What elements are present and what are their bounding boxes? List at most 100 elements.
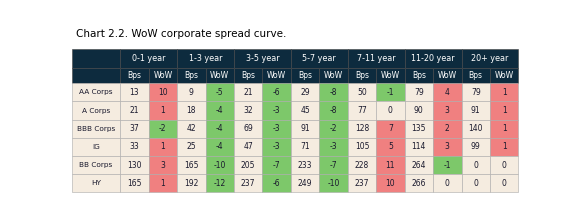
Text: 1: 1	[502, 124, 506, 133]
Text: 11: 11	[386, 160, 395, 170]
Text: 3: 3	[161, 160, 165, 170]
Bar	[291, 102, 319, 120]
Text: Bps: Bps	[355, 71, 369, 80]
Bar	[263, 68, 291, 83]
Bar	[461, 120, 490, 138]
Bar	[404, 156, 433, 174]
Bar	[433, 174, 461, 192]
Bar	[404, 120, 433, 138]
Bar	[263, 102, 291, 120]
Bar	[376, 174, 404, 192]
Text: 91: 91	[471, 106, 480, 115]
Bar	[461, 49, 518, 68]
Text: 79: 79	[471, 88, 480, 97]
Bar	[72, 174, 120, 192]
Text: 79: 79	[414, 88, 424, 97]
Text: 18: 18	[187, 106, 196, 115]
Bar	[149, 102, 177, 120]
Bar	[490, 174, 518, 192]
Text: Bps: Bps	[469, 71, 483, 80]
Text: 32: 32	[244, 106, 253, 115]
Bar	[376, 68, 404, 83]
Text: 165: 165	[184, 160, 199, 170]
Text: BB Corps: BB Corps	[79, 162, 113, 168]
Bar	[348, 138, 376, 156]
Bar	[490, 138, 518, 156]
Text: HY: HY	[91, 180, 101, 186]
Bar	[461, 83, 490, 102]
Bar	[234, 68, 263, 83]
Bar	[234, 120, 263, 138]
Bar	[206, 83, 234, 102]
Text: 3-5 year: 3-5 year	[245, 54, 279, 63]
Text: -7: -7	[329, 160, 338, 170]
Text: 0: 0	[445, 179, 450, 188]
Bar	[206, 68, 234, 83]
Bar	[149, 120, 177, 138]
Text: 1-3 year: 1-3 year	[189, 54, 222, 63]
Bar	[291, 156, 319, 174]
Bar	[149, 68, 177, 83]
Text: 0: 0	[473, 160, 478, 170]
Bar	[177, 174, 206, 192]
Bar	[234, 156, 263, 174]
Text: 5-7 year: 5-7 year	[302, 54, 336, 63]
Bar	[177, 102, 206, 120]
Text: 42: 42	[187, 124, 196, 133]
Text: Bps: Bps	[298, 71, 312, 80]
Bar	[234, 102, 263, 120]
Text: -3: -3	[273, 142, 281, 151]
Bar	[404, 83, 433, 102]
Bar	[404, 174, 433, 192]
Text: Bps: Bps	[241, 71, 255, 80]
Text: 50: 50	[357, 88, 367, 97]
Bar	[234, 174, 263, 192]
Bar	[72, 49, 120, 68]
Bar	[433, 102, 461, 120]
Text: 91: 91	[300, 124, 310, 133]
Bar	[376, 102, 404, 120]
Text: -3: -3	[273, 106, 281, 115]
Text: -10: -10	[214, 160, 226, 170]
Text: -7: -7	[273, 160, 281, 170]
Text: 228: 228	[355, 160, 369, 170]
Text: WoW: WoW	[210, 71, 229, 80]
Bar	[461, 156, 490, 174]
Text: -3: -3	[329, 142, 338, 151]
Text: WoW: WoW	[267, 71, 286, 80]
Text: WoW: WoW	[324, 71, 343, 80]
Bar	[234, 49, 291, 68]
Bar	[177, 49, 234, 68]
Bar	[72, 102, 120, 120]
Text: 1: 1	[502, 88, 506, 97]
Text: BBB Corps: BBB Corps	[77, 126, 115, 132]
Text: 5: 5	[388, 142, 393, 151]
Bar	[490, 102, 518, 120]
Bar	[433, 120, 461, 138]
Bar	[490, 68, 518, 83]
Bar	[319, 102, 348, 120]
Text: 2: 2	[445, 124, 450, 133]
Text: 0-1 year: 0-1 year	[132, 54, 165, 63]
Text: 205: 205	[241, 160, 255, 170]
Bar	[319, 174, 348, 192]
Text: -2: -2	[330, 124, 338, 133]
Bar	[376, 83, 404, 102]
Text: -10: -10	[327, 179, 340, 188]
Text: 33: 33	[130, 142, 139, 151]
Bar	[149, 156, 177, 174]
Bar	[72, 68, 120, 83]
Bar	[348, 68, 376, 83]
Text: 0: 0	[502, 179, 507, 188]
Text: -12: -12	[214, 179, 226, 188]
Bar	[206, 156, 234, 174]
Bar	[149, 138, 177, 156]
Text: -2: -2	[159, 124, 166, 133]
Text: AA Corps: AA Corps	[79, 89, 113, 95]
Text: 114: 114	[412, 142, 426, 151]
Bar	[433, 138, 461, 156]
Text: Bps: Bps	[412, 71, 426, 80]
Bar	[120, 83, 149, 102]
Text: 11-20 year: 11-20 year	[411, 54, 455, 63]
Text: A Corps: A Corps	[82, 108, 110, 114]
